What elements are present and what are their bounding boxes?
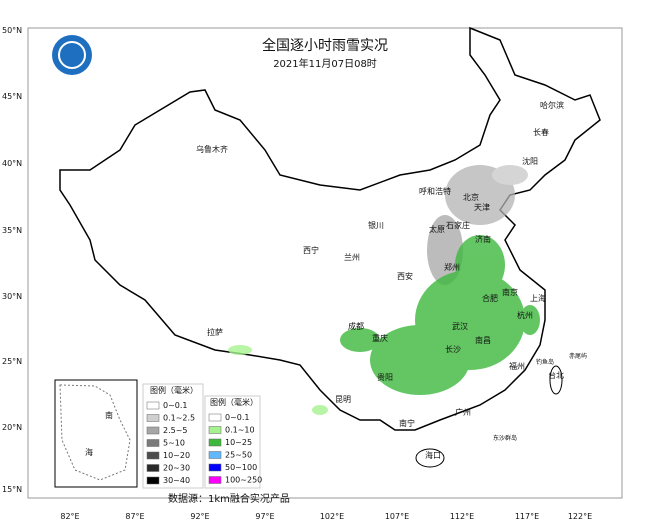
city-label: 拉萨 — [207, 327, 223, 337]
lon-label: 117°E — [515, 512, 539, 521]
legend-swatch — [208, 463, 222, 472]
city-label: 北京 — [463, 192, 479, 202]
legend-label: 0.1~10 — [225, 426, 255, 435]
city-label: 武汉 — [452, 321, 468, 331]
taiwan — [549, 365, 563, 395]
inset-frame — [54, 379, 138, 488]
city-label: 银川 — [368, 220, 384, 230]
inset-label: 南 — [105, 410, 113, 420]
legend-label: 25~50 — [225, 451, 252, 460]
subtitle: 2021年11月07日08时 — [273, 57, 377, 70]
lat-label: 25°N — [2, 357, 22, 366]
city-label: 兰州 — [344, 252, 360, 262]
lon-label: 82°E — [60, 512, 79, 521]
city-label: 南京 — [502, 287, 518, 297]
lon-label: 87°E — [125, 512, 144, 521]
city-label: 西安 — [397, 271, 413, 281]
legend-label: 0~0.1 — [163, 401, 188, 410]
legend-label: 10~25 — [225, 438, 252, 447]
city-label: 长春 — [533, 127, 549, 137]
city-label: 东沙群岛 — [493, 434, 517, 442]
lon-label: 102°E — [320, 512, 344, 521]
legend-title: 图例（毫米） — [210, 397, 258, 407]
city-label: 赤尾屿 — [569, 352, 587, 360]
lon-label: 97°E — [255, 512, 274, 521]
city-label: 南宁 — [399, 418, 415, 428]
city-label: 昆明 — [335, 395, 351, 404]
city-label: 郑州 — [444, 262, 460, 272]
city-label: 长沙 — [445, 344, 461, 354]
city-label: 成都 — [348, 321, 364, 331]
lon-label: 92°E — [190, 512, 209, 521]
city-label: 沈阳 — [522, 156, 538, 166]
legend-swatch — [146, 476, 160, 485]
legend-label: 0~0.1 — [225, 413, 250, 422]
city-label: 台北 — [548, 370, 564, 380]
legend-label: 2.5~5 — [163, 426, 188, 435]
rain-area — [228, 235, 540, 415]
legend-swatch — [146, 401, 160, 410]
lon-label: 107°E — [385, 512, 409, 521]
hainan — [415, 448, 445, 468]
legend-label: 30~40 — [163, 476, 190, 485]
city-label: 天津 — [474, 202, 490, 212]
legend-label: 10~20 — [163, 451, 190, 460]
legend-label: 100~250 — [225, 476, 262, 485]
city-label: 济南 — [475, 234, 491, 244]
lat-label: 35°N — [2, 226, 22, 235]
city-label: 贵阳 — [377, 372, 393, 382]
city-label: 钓鱼岛 — [536, 358, 554, 366]
lon-label: 122°E — [568, 512, 592, 521]
lat-label: 40°N — [2, 159, 22, 168]
legend-swatch — [208, 476, 222, 484]
city-label: 南昌 — [475, 335, 491, 345]
logo — [52, 35, 92, 75]
city-label: 乌鲁木齐 — [196, 144, 228, 154]
legend-label: 50~100 — [225, 463, 257, 472]
legend-swatch — [208, 426, 222, 434]
city-label: 西宁 — [303, 245, 319, 255]
data-source: 数据源：1km融合实况产品 — [168, 492, 290, 505]
city-label: 海口 — [425, 450, 441, 460]
city-label: 福州 — [509, 362, 525, 371]
lat-label: 15°N — [2, 485, 22, 494]
city-label: 石家庄 — [446, 220, 470, 230]
legend-label: 5~10 — [163, 439, 185, 448]
lat-label: 50°N — [2, 26, 22, 35]
legend-label: 0.1~2.5 — [163, 414, 195, 423]
title: 全国逐小时雨雪实况 — [262, 37, 388, 54]
inset-outline — [59, 384, 131, 481]
lat-label: 30°N — [2, 292, 22, 301]
legend-swatch — [208, 438, 222, 447]
city-label: 合肥 — [482, 293, 498, 303]
legend-swatch — [146, 439, 160, 447]
lat-label: 45°N — [2, 92, 22, 101]
legend-swatch — [146, 451, 160, 460]
lat-label: 20°N — [2, 423, 22, 432]
legend-swatch — [146, 414, 160, 422]
city-label: 广州 — [455, 407, 471, 417]
legend-swatch — [208, 413, 222, 422]
city-label: 哈尔滨 — [540, 100, 564, 110]
city-label: 重庆 — [372, 333, 388, 343]
city-label: 呼和浩特 — [419, 186, 451, 196]
city-label: 上海 — [530, 293, 546, 303]
legend-swatch — [146, 464, 160, 472]
snow-area — [427, 165, 528, 285]
lon-label: 112°E — [450, 512, 474, 521]
legend-title: 图例（毫米） — [150, 385, 198, 395]
legend-label: 20~30 — [163, 464, 190, 473]
inset-label: 海 — [85, 447, 93, 457]
city-label: 杭州 — [517, 310, 533, 320]
city-label: 太原 — [429, 224, 445, 234]
legend-swatch — [146, 426, 160, 435]
legend-swatch — [208, 451, 222, 459]
